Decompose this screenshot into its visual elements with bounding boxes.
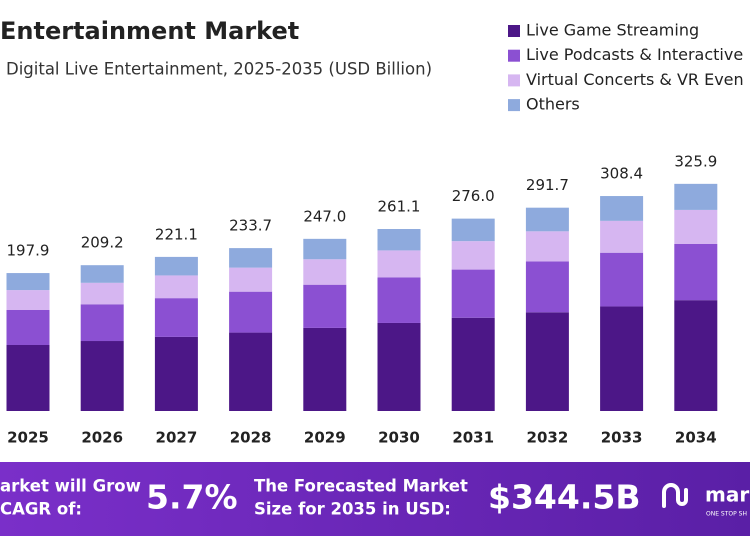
bar-segment	[6, 344, 50, 411]
legend-swatch	[508, 49, 520, 62]
total-label: 325.9	[674, 152, 717, 170]
bar-segment	[154, 336, 198, 411]
logo-icon	[662, 483, 688, 508]
bar-segment	[6, 290, 50, 311]
bar-segment	[229, 248, 273, 268]
x-tick-label: 2027	[156, 429, 198, 447]
bar-segment	[377, 229, 421, 251]
bar-segment	[377, 322, 421, 411]
total-label: 197.9	[7, 242, 50, 260]
chart-subtitle: Digital Live Entertainment, 2025-2035 (U…	[6, 60, 432, 79]
legend-label: Live Podcasts & Interactive	[526, 45, 743, 64]
bar-segment	[674, 183, 718, 210]
bar-segment	[600, 252, 644, 307]
total-label: 261.1	[378, 198, 421, 216]
total-label: 209.2	[81, 234, 124, 252]
bar-segment	[6, 273, 50, 291]
x-tick-label: 2030	[378, 429, 420, 447]
bar-segment	[525, 261, 569, 313]
legend-label: Live Game Streaming	[526, 21, 699, 40]
x-tick-label: 2031	[452, 429, 494, 447]
x-tick-label: 2032	[527, 429, 569, 447]
bar-segment	[303, 259, 347, 285]
bar-segment	[451, 269, 495, 318]
logo-text: mar	[705, 483, 749, 507]
bar-segment	[303, 238, 347, 260]
bar-segment	[451, 241, 495, 270]
bar-segment	[451, 218, 495, 242]
legend-label: Virtual Concerts & VR Even	[526, 70, 744, 89]
total-label: 247.0	[303, 207, 346, 225]
forecast-value: $344.5B	[488, 478, 641, 517]
bar-segment	[80, 265, 124, 283]
total-label: 276.0	[452, 187, 495, 205]
bar-segment	[303, 327, 347, 411]
banner-text: CAGR of:	[0, 500, 82, 519]
bar-segment	[80, 341, 124, 411]
total-label: 308.4	[600, 165, 643, 183]
bar-segment	[154, 256, 198, 276]
total-label: 221.1	[155, 225, 198, 243]
bar-segment	[229, 267, 273, 292]
banner-text: Size for 2035 in USD:	[254, 500, 451, 519]
x-tick-label: 2026	[81, 429, 123, 447]
x-tick-label: 2029	[304, 429, 346, 447]
bar-segment	[377, 277, 421, 323]
legend-swatch	[508, 74, 520, 87]
x-tick-label: 2028	[230, 429, 272, 447]
bar-segment	[451, 317, 495, 411]
chart-title: Entertainment Market	[0, 17, 299, 45]
bar-segment	[600, 220, 644, 253]
legend-swatch	[508, 99, 520, 112]
x-tick-label: 2034	[675, 429, 717, 447]
legend-swatch	[508, 25, 520, 37]
bar-segment	[525, 207, 569, 232]
bar-segment	[674, 243, 718, 301]
bar-segment	[80, 282, 124, 305]
legend-label: Others	[526, 95, 580, 114]
bar-segment	[229, 291, 273, 333]
banner	[0, 462, 750, 536]
banner-text: The Forecasted Market	[254, 477, 468, 496]
x-tick-label: 2025	[7, 429, 49, 447]
bar-segment	[154, 275, 198, 299]
bar-segment	[674, 300, 718, 411]
banner-text: arket will Grow	[0, 477, 141, 496]
bar-segment	[674, 209, 718, 244]
bar-segment	[525, 312, 569, 411]
bar-segment	[229, 332, 273, 411]
bar-segment	[6, 310, 50, 345]
bar-segment	[377, 250, 421, 278]
bar-segment	[154, 298, 198, 337]
bar-segment	[600, 196, 644, 221]
total-label: 291.7	[526, 176, 569, 194]
bar-segment	[80, 304, 124, 342]
total-label: 233.7	[229, 217, 272, 235]
bar-segment	[525, 231, 569, 262]
bar-segment	[600, 306, 644, 411]
x-tick-label: 2033	[601, 429, 643, 447]
logo-tagline: ONE STOP SH	[706, 511, 747, 518]
bar-segment	[303, 284, 347, 328]
cagr-value: 5.7%	[146, 478, 238, 517]
